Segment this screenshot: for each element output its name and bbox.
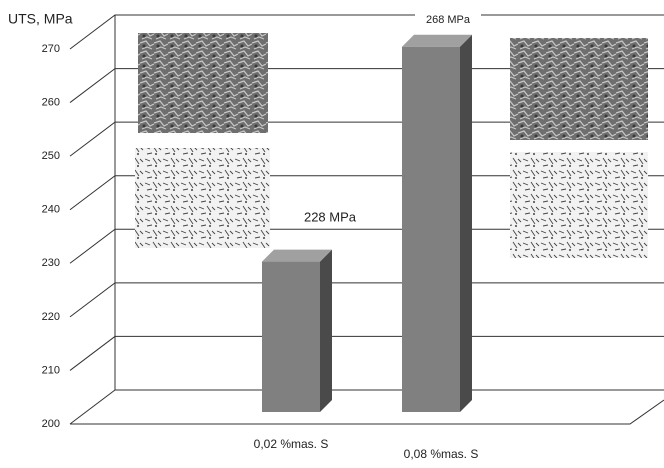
y-tick-label: 220 <box>42 311 60 323</box>
bar-front <box>262 261 320 412</box>
bar-top <box>262 249 332 262</box>
data-label-bg <box>415 11 481 29</box>
grid-line <box>69 68 664 103</box>
grid-line <box>69 175 664 211</box>
y-tick-label: 230 <box>42 257 60 269</box>
floor <box>69 389 664 425</box>
bars: 0,02 %mas. S 228 MPa 0,08 %mas. S 268 MPa <box>254 11 481 461</box>
x-tick-label: 0,08 %mas. S <box>404 447 479 461</box>
data-label-bg <box>297 209 363 227</box>
y-tick-label: 260 <box>42 96 60 108</box>
bar-top <box>402 34 472 47</box>
y-axis-label: UTS, MPa <box>8 11 73 27</box>
grid-line <box>69 335 664 371</box>
micrograph <box>138 33 268 133</box>
bar-front <box>402 46 460 412</box>
y-tick-label: 240 <box>42 204 60 216</box>
y-tick-label: 200 <box>42 418 60 430</box>
grid-line <box>69 121 664 157</box>
data-label: 268 MPa <box>426 14 471 26</box>
micrograph <box>510 38 648 140</box>
bar <box>402 34 472 412</box>
data-label: 228 MPa <box>304 209 357 224</box>
y-tick-label: 210 <box>42 364 60 376</box>
micrograph <box>135 148 270 248</box>
grid-line <box>69 228 664 264</box>
y-tick-label: 270 <box>42 43 60 55</box>
y-tick-label: 250 <box>42 150 60 162</box>
micrograph <box>510 152 648 258</box>
x-tick-label: 0,02 %mas. S <box>254 437 329 451</box>
bar-side <box>460 34 472 412</box>
bar-side <box>320 249 332 412</box>
grid-line <box>69 282 664 318</box>
bar <box>262 249 332 412</box>
